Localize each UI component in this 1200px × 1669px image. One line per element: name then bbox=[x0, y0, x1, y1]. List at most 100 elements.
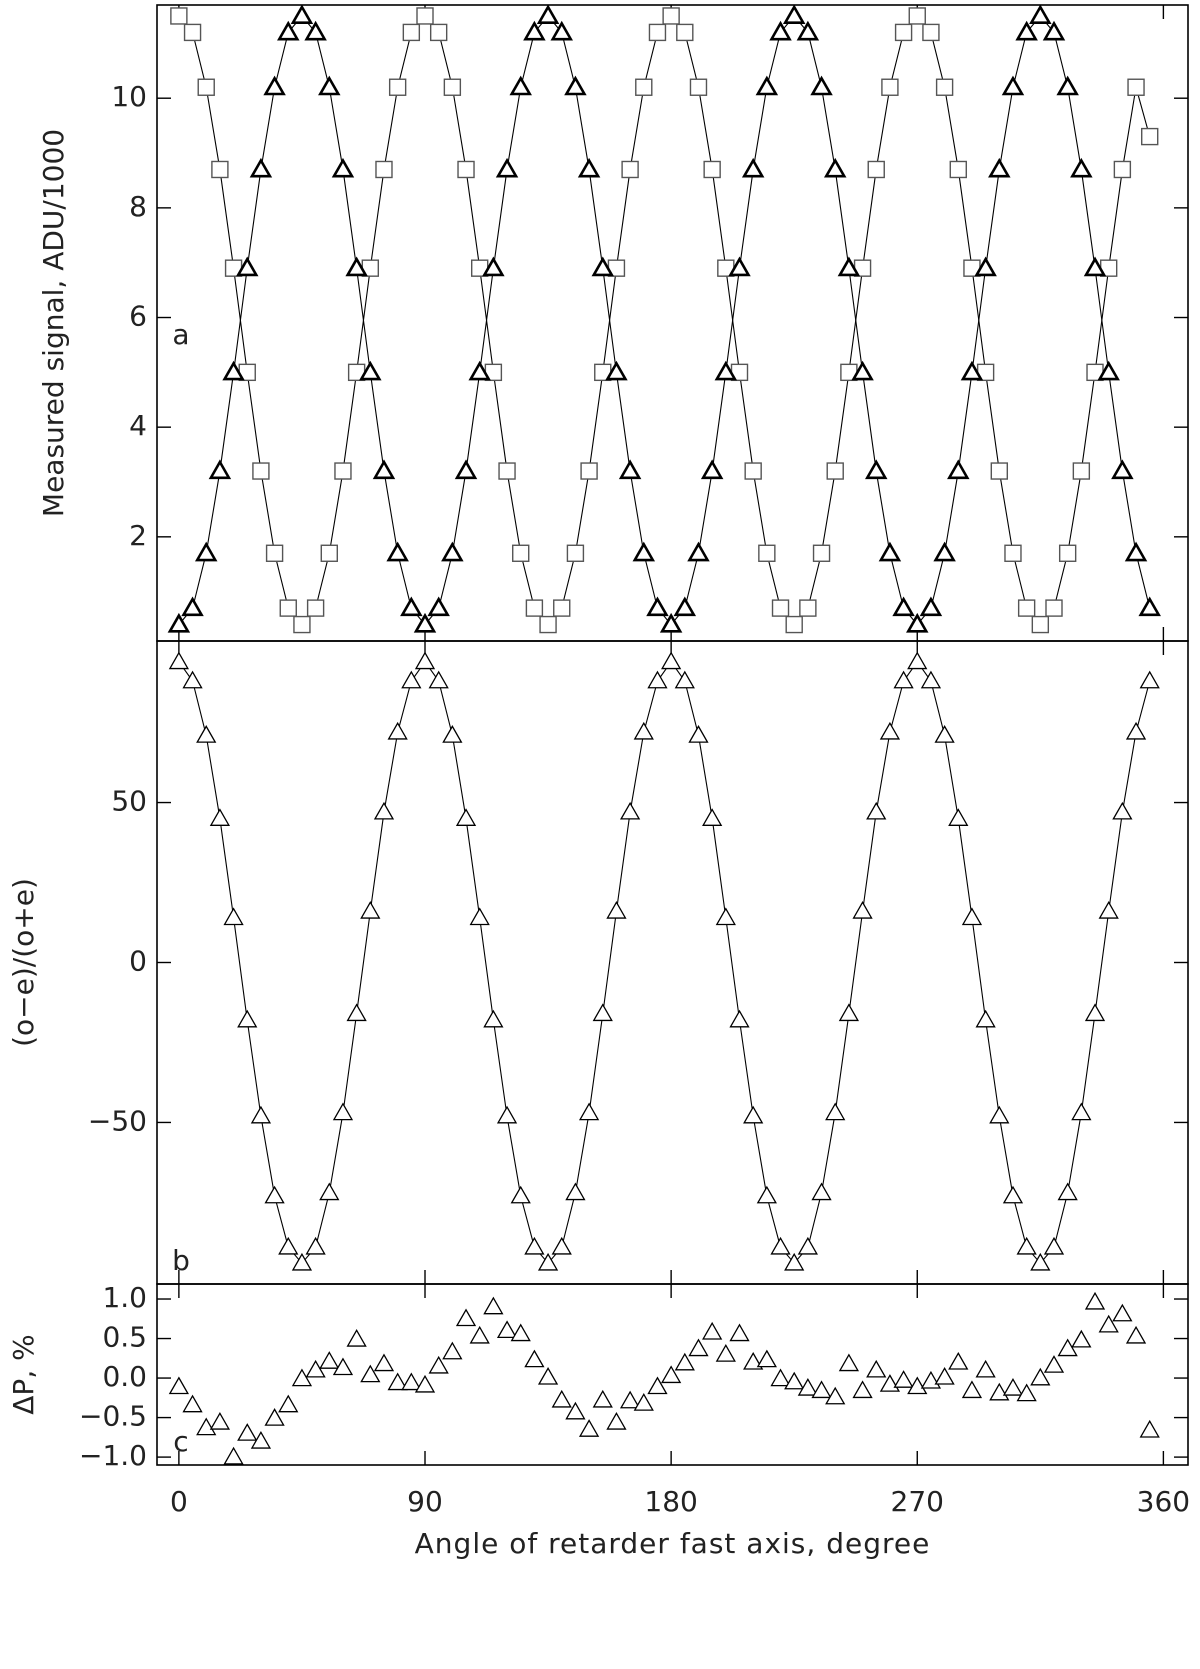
triangle-marker bbox=[1001, 75, 1025, 96]
triangle-marker bbox=[167, 612, 191, 633]
triangle-marker bbox=[756, 1349, 777, 1368]
triangle-marker bbox=[387, 721, 408, 740]
square-marker bbox=[1141, 127, 1159, 146]
square-marker bbox=[334, 462, 352, 480]
triangle-marker bbox=[661, 651, 682, 670]
triangle-marker bbox=[688, 1338, 709, 1357]
square-marker bbox=[320, 544, 338, 562]
triangle-marker bbox=[578, 1102, 600, 1121]
triangle-marker bbox=[741, 157, 765, 178]
triangle-marker bbox=[196, 725, 217, 743]
triangle-marker bbox=[837, 256, 861, 277]
triangle-marker bbox=[387, 1372, 408, 1391]
triangle-marker bbox=[756, 1185, 777, 1204]
square-marker bbox=[429, 23, 448, 42]
triangle-marker bbox=[168, 1376, 189, 1395]
triangle-marker bbox=[1083, 256, 1107, 277]
square-marker bbox=[867, 160, 885, 179]
square-marker bbox=[279, 599, 297, 617]
triangle-marker bbox=[1139, 1419, 1160, 1438]
triangle-marker bbox=[1084, 1003, 1106, 1022]
triangle-marker bbox=[414, 1374, 436, 1393]
triangle-marker bbox=[346, 1003, 367, 1022]
triangle-marker bbox=[784, 1371, 805, 1390]
triangle-marker bbox=[264, 1408, 285, 1426]
triangle-marker bbox=[974, 256, 997, 277]
triangle-marker bbox=[988, 157, 1011, 178]
square-marker bbox=[922, 23, 940, 42]
y-tick-label: 0 bbox=[129, 945, 147, 978]
triangle-marker bbox=[359, 360, 382, 381]
triangle-marker bbox=[702, 1321, 723, 1340]
triangle-marker bbox=[1056, 75, 1079, 96]
triangle-marker bbox=[948, 808, 969, 826]
triangle-marker bbox=[565, 1182, 586, 1201]
triangle-marker bbox=[181, 596, 204, 617]
triangle-marker bbox=[920, 670, 942, 689]
triangle-marker bbox=[551, 1389, 572, 1408]
triangle-marker bbox=[332, 1102, 354, 1121]
triangle-marker bbox=[1042, 20, 1066, 41]
square-marker bbox=[812, 544, 831, 562]
square-marker bbox=[498, 462, 516, 480]
triangle-marker bbox=[743, 1105, 764, 1124]
triangle-marker bbox=[223, 907, 244, 926]
x-tick-label: 360 bbox=[1137, 1485, 1190, 1518]
triangle-marker bbox=[468, 360, 491, 381]
triangle-marker bbox=[564, 75, 587, 96]
square-marker bbox=[1127, 78, 1145, 96]
triangle-marker bbox=[1098, 1314, 1119, 1333]
square-marker bbox=[293, 615, 311, 634]
triangle-marker bbox=[825, 1102, 846, 1121]
triangle-marker bbox=[1030, 1252, 1051, 1271]
triangle-marker bbox=[838, 1003, 860, 1022]
triangle-marker bbox=[249, 157, 273, 178]
square-marker bbox=[894, 23, 913, 42]
triangle-marker bbox=[209, 1412, 231, 1430]
triangle-marker bbox=[318, 75, 341, 96]
x-tick-label: 90 bbox=[407, 1485, 443, 1518]
triangle-marker bbox=[729, 1323, 750, 1342]
triangle-marker bbox=[332, 1357, 354, 1376]
square-marker bbox=[512, 544, 530, 562]
triangle-marker bbox=[989, 1382, 1010, 1401]
triangle-marker bbox=[907, 1376, 928, 1395]
triangle-marker bbox=[647, 670, 668, 689]
triangle-marker bbox=[455, 1308, 477, 1327]
square-marker bbox=[635, 78, 653, 96]
triangle-marker bbox=[441, 541, 464, 562]
triangle-marker bbox=[496, 1105, 518, 1124]
triangle-marker bbox=[291, 1252, 313, 1271]
triangle-marker bbox=[250, 1105, 272, 1124]
triangle-marker bbox=[1139, 670, 1160, 689]
triangle-marker bbox=[702, 808, 723, 826]
triangle-marker bbox=[646, 596, 669, 617]
triangle-marker bbox=[305, 1359, 326, 1378]
triangle-marker bbox=[878, 541, 902, 562]
triangle-marker bbox=[1015, 20, 1038, 41]
triangle-marker bbox=[893, 1370, 914, 1388]
triangle-marker bbox=[618, 459, 642, 480]
triangle-marker bbox=[1057, 1338, 1078, 1357]
triangle-marker bbox=[700, 459, 724, 480]
triangle-marker bbox=[633, 1393, 654, 1411]
square-marker bbox=[949, 160, 967, 179]
triangle-marker bbox=[1125, 1325, 1147, 1344]
triangle-marker bbox=[769, 20, 792, 41]
triangle-marker bbox=[961, 907, 983, 926]
square-marker bbox=[197, 78, 215, 96]
triangle-marker bbox=[674, 670, 695, 689]
square-marker bbox=[252, 462, 270, 480]
triangle-marker bbox=[852, 1380, 873, 1399]
square-marker bbox=[703, 160, 721, 179]
triangle-marker bbox=[360, 901, 381, 919]
y-axis-label: (o−e)/(o+e) bbox=[7, 878, 40, 1047]
triangle-marker bbox=[1029, 4, 1052, 25]
y-tick-label: −50 bbox=[88, 1104, 147, 1137]
triangle-marker bbox=[237, 1009, 258, 1028]
triangle-marker bbox=[1125, 721, 1147, 740]
triangle-marker bbox=[1043, 1236, 1065, 1255]
square-marker bbox=[265, 544, 284, 562]
triangle-marker bbox=[934, 1366, 955, 1385]
